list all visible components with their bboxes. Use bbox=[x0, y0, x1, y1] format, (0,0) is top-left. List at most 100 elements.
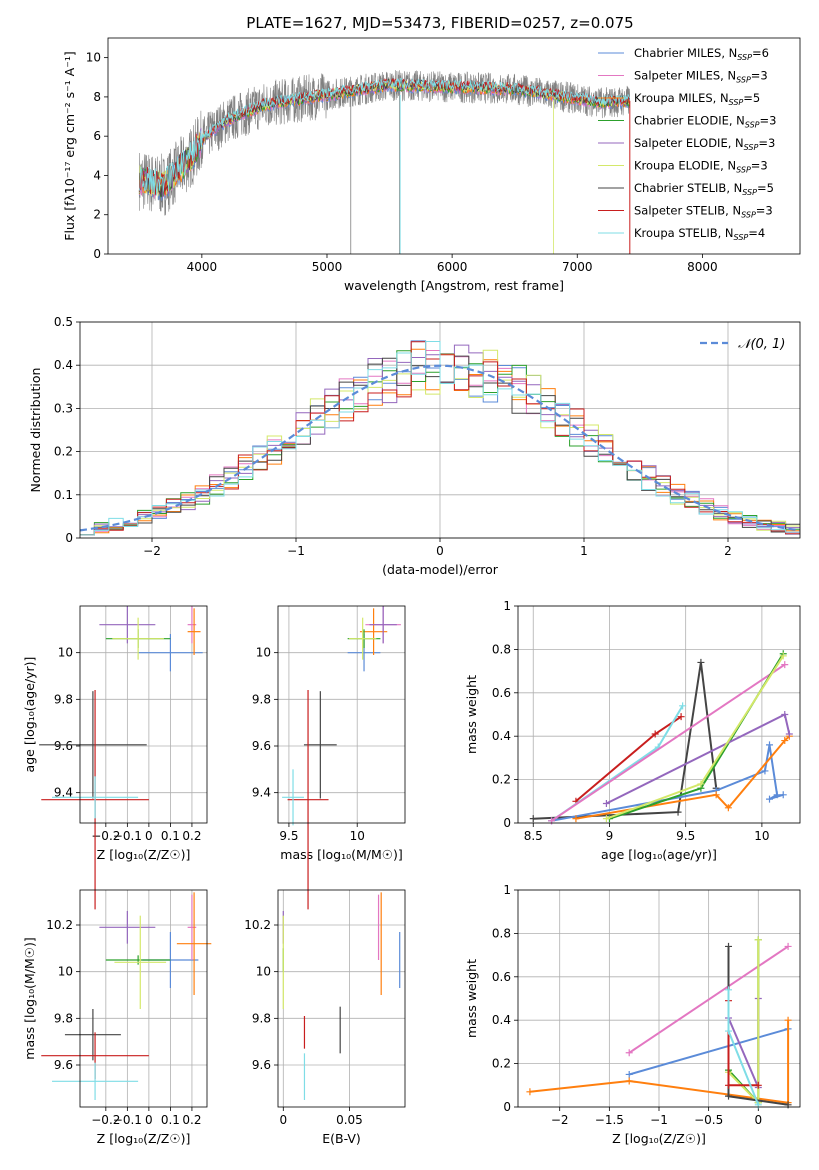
x-axis-label: E(B-V) bbox=[322, 1131, 361, 1146]
y-tick-label: 0 bbox=[65, 531, 73, 545]
axes-frame bbox=[277, 605, 406, 824]
x-tick-label: −2 bbox=[143, 544, 161, 558]
axes-frame bbox=[79, 605, 208, 824]
weight-marker bbox=[697, 780, 705, 788]
plot-area bbox=[282, 606, 401, 910]
weight-marker bbox=[724, 804, 732, 812]
panel-age_vs_mass: 9.5 10 9.4 9.6 9.8 10 mass [log₁₀(M/M☉)] bbox=[252, 605, 406, 910]
y-tick-label: 9.8 bbox=[252, 692, 271, 706]
y-tick-label: 0.6 bbox=[492, 686, 511, 700]
x-tick-label: 2 bbox=[724, 544, 732, 558]
y-tick-label: 9.8 bbox=[54, 692, 73, 706]
y-tick-label: 10 bbox=[256, 646, 271, 660]
y-tick-label: 6 bbox=[93, 129, 101, 143]
legend-entry: 𝒩(0, 1) bbox=[738, 337, 785, 352]
y-axis-label: age [log₁₀(age/yr)] bbox=[22, 657, 37, 773]
histogram-lines bbox=[80, 340, 800, 536]
weight-marker bbox=[725, 1027, 733, 1035]
axes-frame bbox=[517, 605, 801, 824]
x-tick-label: 9.5 bbox=[676, 829, 695, 843]
weight-line bbox=[575, 715, 682, 803]
y-tick-label: 0.1 bbox=[54, 488, 73, 502]
weight-marker bbox=[761, 767, 769, 775]
legend-entry: Kroupa ELODIE, NSSP=3 bbox=[634, 159, 768, 175]
weight-marker bbox=[785, 730, 793, 738]
y-tick-label: 0.4 bbox=[492, 729, 511, 743]
y-tick-label: 10.2 bbox=[244, 918, 271, 932]
x-tick-label: 0.1 bbox=[161, 829, 180, 843]
x-tick-label: −0.2 bbox=[91, 1113, 120, 1127]
y-tick-label: 9.4 bbox=[252, 786, 271, 800]
weight-marker bbox=[602, 815, 610, 823]
x-tick-label: 0 bbox=[279, 1113, 287, 1127]
x-tick-label: 0.1 bbox=[161, 1113, 180, 1127]
weight-marker bbox=[674, 808, 682, 816]
y-tick-label: 8 bbox=[93, 90, 101, 104]
weight-marker bbox=[679, 702, 687, 710]
y-tick-label: 2 bbox=[93, 208, 101, 222]
x-axis-label: Z [log₁₀(Z/Z☉)] bbox=[97, 847, 191, 862]
x-tick-label: −1 bbox=[287, 544, 305, 558]
legend-entry: Chabrier STELIB, NSSP=5 bbox=[634, 181, 774, 197]
x-tick-label: 6000 bbox=[437, 260, 468, 274]
legend-entry: Salpeter ELODIE, NSSP=3 bbox=[634, 136, 775, 152]
weight-marker bbox=[784, 942, 792, 950]
weight-marker bbox=[766, 741, 774, 749]
weight-line bbox=[529, 1020, 790, 1104]
x-tick-label: −1 bbox=[650, 1113, 668, 1127]
axes-frame bbox=[79, 321, 801, 539]
weight-marker bbox=[779, 791, 787, 799]
x-tick-label: 8000 bbox=[687, 260, 718, 274]
legend-entry: Salpeter STELIB, NSSP=3 bbox=[634, 204, 773, 220]
x-tick-label: 1 bbox=[580, 544, 588, 558]
weight-marker bbox=[602, 799, 610, 807]
weight-marker bbox=[625, 1070, 633, 1078]
y-tick-label: 9.6 bbox=[252, 1058, 271, 1072]
x-tick-label: −1.5 bbox=[595, 1113, 624, 1127]
legend: Chabrier MILES, NSSP=6 Salpeter MILES, NS… bbox=[598, 46, 776, 242]
plot-area bbox=[41, 892, 212, 1100]
panel-age_vs_Z: −0.2−0.1 0 0.1 0.2 9.4 9.6 9.8 10 Z [log₁₀(Z/Z☉)… bbox=[22, 605, 208, 910]
y-tick-label: 0.3 bbox=[54, 401, 73, 415]
x-tick-label: −0.1 bbox=[113, 829, 142, 843]
spectrum-model-line bbox=[138, 82, 630, 199]
weight-marker bbox=[773, 791, 781, 799]
weight-marker bbox=[754, 936, 762, 944]
y-tick-label: 10 bbox=[58, 965, 73, 979]
x-axis-label: (data-model)/error bbox=[382, 562, 499, 577]
legend-entry: Salpeter MILES, NSSP=3 bbox=[634, 69, 768, 85]
x-tick-label: 0.2 bbox=[182, 1113, 201, 1127]
panel-residuals: −2 −1 0 1 2 0 0.1 0.2 0.3 0.4 0.5 (data-model)/erro… bbox=[28, 315, 801, 577]
x-tick-label: 9.5 bbox=[279, 829, 298, 843]
x-tick-label: 10 bbox=[754, 829, 769, 843]
weight-marker bbox=[625, 1049, 633, 1057]
panel-mass_vs_EBV: 0 0.05 9.6 9.8 10 10.2 E(B-V) bbox=[244, 889, 406, 1146]
y-tick-label: 0.8 bbox=[492, 926, 511, 940]
x-tick-label: 8.5 bbox=[524, 829, 543, 843]
weight-marker bbox=[754, 1081, 762, 1089]
x-tick-label: 10 bbox=[350, 829, 365, 843]
x-axis-label: wavelength [Angstrom, rest frame] bbox=[344, 278, 564, 293]
x-tick-label: 5000 bbox=[312, 260, 343, 274]
axes-frame bbox=[277, 889, 406, 1108]
weight-marker bbox=[677, 713, 685, 721]
axes-frame bbox=[107, 37, 801, 255]
x-tick-label: −0.1 bbox=[113, 1113, 142, 1127]
x-tick-label: 0.2 bbox=[182, 829, 201, 843]
y-tick-label: 1 bbox=[503, 883, 511, 897]
y-tick-label: 10.2 bbox=[46, 918, 73, 932]
x-tick-label: −0.5 bbox=[694, 1113, 723, 1127]
x-tick-label: 4000 bbox=[187, 260, 218, 274]
panel-mass_weight_vs_age: 8.5 9 9.5 10 0 0.2 0.4 0.6 0.8 1 age [log₁₀(age/yr… bbox=[464, 599, 801, 862]
y-tick-label: 1 bbox=[503, 599, 511, 613]
y-tick-label: 0.2 bbox=[54, 445, 73, 459]
plot-area bbox=[526, 936, 792, 1109]
weight-marker bbox=[781, 711, 789, 718]
y-axis-label: mass weight bbox=[464, 959, 479, 1038]
plot-area bbox=[138, 70, 631, 254]
y-tick-label: 9.4 bbox=[54, 786, 73, 800]
plot-area bbox=[80, 340, 800, 536]
y-tick-label: 0.2 bbox=[492, 773, 511, 787]
spectrum-model-line bbox=[138, 82, 630, 201]
